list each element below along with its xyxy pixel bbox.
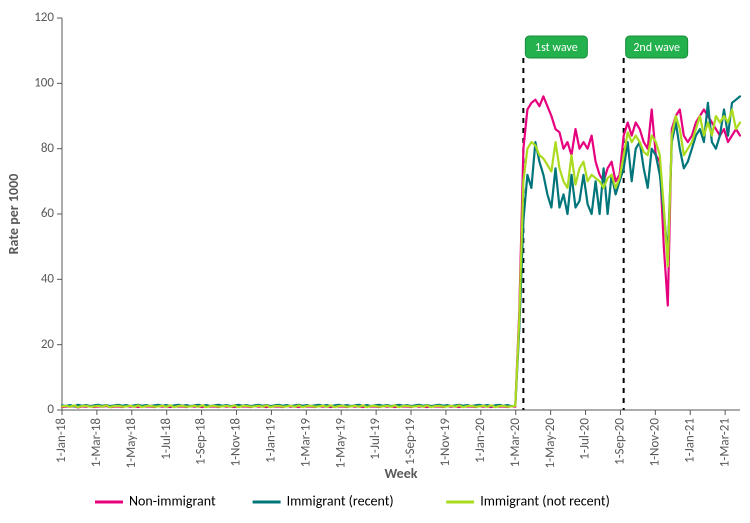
x-tick-label: 1-Nov-20 xyxy=(647,418,662,467)
legend-label: Immigrant (not recent) xyxy=(480,492,610,509)
x-tick-label: 1-May-18 xyxy=(124,418,139,469)
chart-container: 0 20 40 60 80 100 120 1-Jan-18 1-Mar-18 1-May-18 1… xyxy=(0,0,750,523)
y-tick-label: 80 xyxy=(41,141,55,156)
wave-callout-label: 2nd wave xyxy=(633,41,680,55)
x-tick-label: 1-Mar-18 xyxy=(89,418,104,468)
x-tick-label: 1-Nov-18 xyxy=(229,418,244,467)
legend-label: Non-immigrant xyxy=(129,492,216,509)
x-tick-label: 1-Jan-19 xyxy=(264,418,279,463)
x-tick-label: 1-May-20 xyxy=(543,418,558,469)
x-tick-label: 1-Jan-21 xyxy=(682,418,697,463)
x-tick-label: 1-Jul-19 xyxy=(368,418,383,460)
series-immigrant-not-recent- xyxy=(62,110,740,408)
y-axis-title: Rate per 1000 xyxy=(5,174,22,255)
y-tick-label: 120 xyxy=(34,10,54,25)
y-tick-label: 20 xyxy=(41,337,55,352)
y-tick-label: 100 xyxy=(34,75,54,90)
x-tick-label: 1-Jan-20 xyxy=(473,418,488,463)
x-tick-label: 1-May-19 xyxy=(333,418,348,469)
series-immigrant-recent- xyxy=(62,96,740,406)
y-tick-label: 60 xyxy=(41,206,55,221)
line-chart: 0 20 40 60 80 100 120 1-Jan-18 1-Mar-18 1-May-18 1… xyxy=(0,0,750,523)
x-tick-label: 1-Mar-19 xyxy=(298,418,313,468)
y-tick-label: 40 xyxy=(41,271,55,286)
y-tick-label: 0 xyxy=(47,402,54,417)
x-tick-label: 1-Jul-20 xyxy=(578,418,593,460)
x-tick-label: 1-Jan-18 xyxy=(54,418,69,463)
x-tick-label: 1-Mar-21 xyxy=(717,418,732,467)
x-tick-label: 1-Sep-19 xyxy=(403,418,418,465)
x-tick-label: 1-Nov-19 xyxy=(438,418,453,467)
legend-label: Immigrant (recent) xyxy=(287,492,394,509)
x-tick-label: 1-Jul-18 xyxy=(159,418,174,460)
x-tick-label: 1-Sep-20 xyxy=(613,418,628,465)
wave-callout-label: 1st wave xyxy=(535,41,578,55)
x-axis-title: Week xyxy=(384,465,417,482)
x-tick-label: 1-Mar-20 xyxy=(508,418,523,468)
x-tick-label: 1-Sep-18 xyxy=(194,418,209,465)
